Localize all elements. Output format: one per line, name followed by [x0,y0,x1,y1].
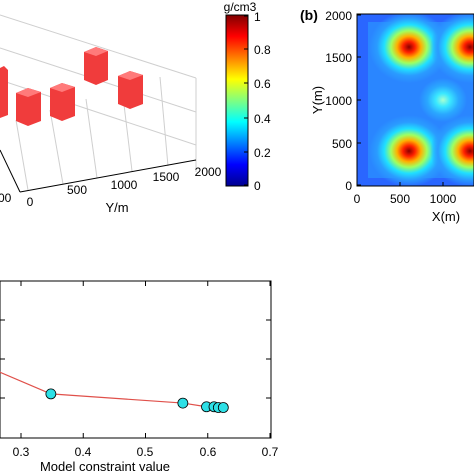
colorbar-tick: 0.6 [254,77,271,91]
heatmap-x-axis-label: X(m) [432,209,460,224]
plot-frame [0,280,272,439]
heatmap-field [357,14,474,186]
y-axis-ticks [0,319,271,399]
heatmap-y-tick: 2000 [325,9,352,23]
3d-y-tick: 2000 [195,165,222,179]
3d-bar [118,71,143,109]
data-point [45,388,57,400]
density-peak [430,115,474,186]
panel-3d-bars: 0 500 1000 1500 2000 00 Y/m [0,14,222,215]
colorbar-unit-label: g/cm3 [224,0,257,14]
colorbar-tick: 0.2 [254,146,271,160]
density-peak [419,78,467,122]
colorbar-ticks [244,15,248,186]
series-line [0,371,224,409]
3d-y-tick-labels: 0 500 1000 1500 2000 [27,165,222,209]
density-peak [369,14,449,83]
colorbar-tick: 0.8 [254,43,271,57]
3d-y-tick: 500 [67,183,87,197]
density-peak [430,14,474,83]
heatmap-y-tick: 0 [345,179,352,193]
3d-y-axis-label: Y/m [105,200,128,215]
heatmap-x-tick: 0 [354,192,361,206]
colorbar-gradient [225,14,249,187]
heatmap-x-tick: 1000 [430,192,457,206]
heatmap-y-tick: 1000 [325,94,352,108]
heatmap-x-tick: 500 [390,192,410,206]
colorbar-tick: 1 [254,10,261,24]
panel-b-heatmap: (b) 2000 1500 1000 500 0 0 [300,7,474,224]
colorbar-tick: 0.4 [254,112,271,126]
3d-y-tick: 1000 [111,178,138,192]
heatmap-y-tick: 1500 [325,51,352,65]
heatmap-ticks [357,14,444,186]
colorbar-tick: 0 [254,179,261,193]
x-axis-label: Model constraint value [40,459,170,474]
3d-bar [50,83,75,121]
heatmap-y-tick: 500 [332,137,352,151]
3d-bar [16,88,41,126]
x-tick-label: 0.6 [200,445,217,459]
x-tick-label: 0.4 [75,445,92,459]
x-tick-labels: 0.3 0.4 0.5 0.6 0.7 [13,445,279,459]
panel-b-label: (b) [300,7,318,23]
panel-l-curve: 0.3 0.4 0.5 0.6 0.7 Model constraint val… [0,280,279,474]
heatmap-x-tick-labels: 0 500 1000 [354,192,457,206]
x-axis-ticks [20,281,271,438]
x-tick-label: 0.3 [13,445,30,459]
3d-y-tick: 1500 [153,170,180,184]
colorbar-tick-labels: 1 0.8 0.6 0.4 0.2 0 [254,10,271,193]
data-point [217,402,229,413]
density-peak [369,115,449,186]
3d-bar [84,47,108,85]
3d-y-tick: 0 [27,195,34,209]
3d-floor-front-edge [19,159,197,193]
heatmap-y-tick-labels: 2000 1500 1000 500 0 [325,9,352,193]
3d-floor-side-edge [0,149,21,193]
x-tick-label: 0.7 [262,445,279,459]
3d-bar-group [0,47,143,126]
heatmap-y-axis-label: Y(m) [310,86,325,114]
colorbar: g/cm3 1 0.8 0.6 0.4 0.2 0 [224,0,271,193]
3d-x-tick-partial: 00 [0,191,12,205]
l-curve-series [0,371,229,413]
x-tick-label: 0.5 [137,445,154,459]
3d-bar [0,83,8,118]
data-point [177,397,189,409]
